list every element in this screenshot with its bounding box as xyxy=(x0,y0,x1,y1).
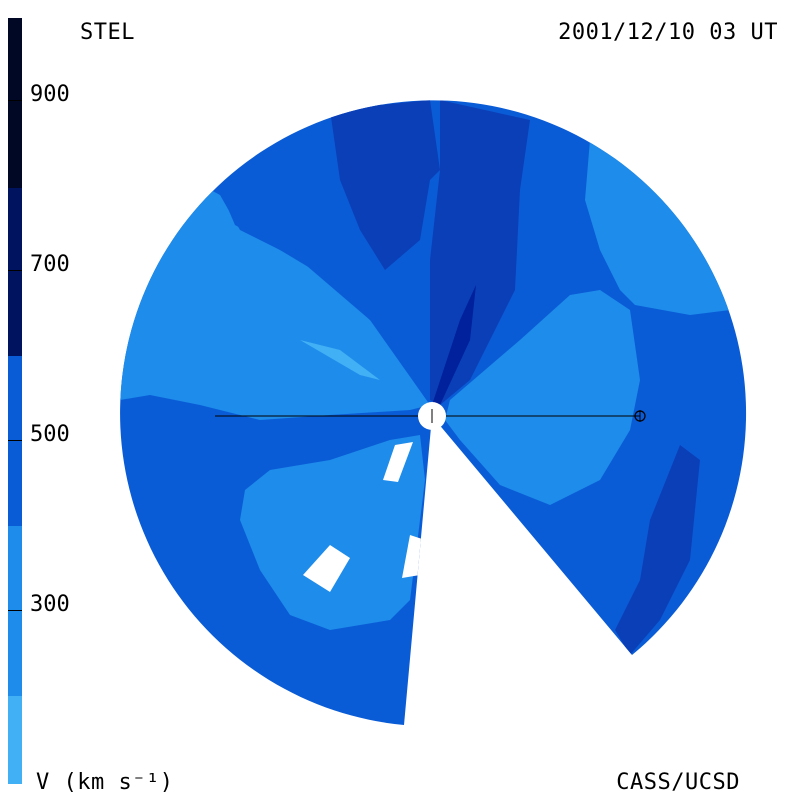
data-gap-2 xyxy=(303,545,350,592)
colorbar-segment-3 xyxy=(8,356,22,526)
credit-label: CASS/UCSD xyxy=(616,770,740,795)
contour-upper-right-light xyxy=(585,140,730,315)
timestamp-label: 2001/12/10 03 UT xyxy=(558,20,778,45)
contour-lower-right-dark xyxy=(615,445,700,655)
colorbar-label-500: 500 xyxy=(30,422,70,447)
contour-upper-left-streak xyxy=(300,340,380,380)
contour-top-center-dark xyxy=(430,100,530,405)
colorbar-tick-300 xyxy=(8,610,22,611)
colorbar-tick-500 xyxy=(8,440,22,441)
contour-lower-left-light xyxy=(240,435,425,630)
colorbar-label-700: 700 xyxy=(30,252,70,277)
colorbar-segment-1 xyxy=(8,18,22,188)
colorbar-segment-2 xyxy=(8,188,22,356)
colorbar-tick-700 xyxy=(8,270,22,271)
colorbar-tick-900 xyxy=(8,100,22,101)
data-gap-1 xyxy=(383,442,413,482)
contour-center-spike xyxy=(432,285,476,405)
colorbar-label-900: 900 xyxy=(30,82,70,107)
units-label: V (km s⁻¹) xyxy=(36,770,174,795)
contour-top-dark-band xyxy=(330,100,440,270)
colorbar-segment-4 xyxy=(8,526,22,696)
colorbar-label-300: 300 xyxy=(30,592,70,617)
contour-upper-left-light xyxy=(120,140,430,420)
contour-right-lobe-light xyxy=(445,290,640,505)
colorbar xyxy=(8,18,22,784)
colorbar-segment-5 xyxy=(8,696,22,784)
title-left-label: STEL xyxy=(80,20,135,45)
